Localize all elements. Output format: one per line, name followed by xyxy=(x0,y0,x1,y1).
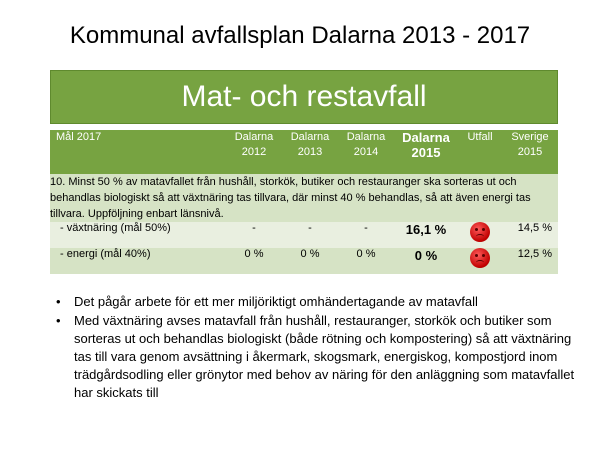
cell-2014: 0 % xyxy=(338,248,394,274)
table-row: - energi (mål 40%) 0 % 0 % 0 % 0 % 12,5 … xyxy=(50,248,558,274)
cell-2012: 0 % xyxy=(226,248,282,274)
cell-2015: 16,1 % xyxy=(394,222,458,248)
cell-2013: 0 % xyxy=(282,248,338,274)
row-label: - växtnäring (mål 50%) xyxy=(50,222,226,248)
slide-title: Kommunal avfallsplan Dalarna 2013 - 2017 xyxy=(69,22,531,49)
header-goal: Mål 2017 xyxy=(50,130,226,174)
list-item: Det pågår arbete för ett mer miljöriktig… xyxy=(56,293,586,311)
table-header-row: Mål 2017 Dalarna 2012 Dalarna 2013 Dalarna… xyxy=(50,130,558,174)
cell-sverige: 14,5 % xyxy=(502,222,558,248)
cell-2012: - xyxy=(226,222,282,248)
notes-list: Det pågår arbete för ett mer miljöriktig… xyxy=(50,293,586,403)
header-dalarna-2014: Dalarna 2014 xyxy=(338,130,394,174)
sad-face-icon xyxy=(470,222,490,242)
header-dalarna-2013: Dalarna 2013 xyxy=(282,130,338,174)
goal-description: 10. Minst 50 % av matavfallet från hushå… xyxy=(50,174,558,222)
cell-2014: - xyxy=(338,222,394,248)
row-label: - energi (mål 40%) xyxy=(50,248,226,274)
results-table: Mål 2017 Dalarna 2012 Dalarna 2013 Dalarna… xyxy=(50,130,558,274)
table-row: - växtnäring (mål 50%) - - - 16,1 % 14,5… xyxy=(50,222,558,248)
header-dalarna-2015: Dalarna 2015 xyxy=(394,130,458,174)
header-dalarna-2012: Dalarna 2012 xyxy=(226,130,282,174)
section-banner: Mat- och restavfall xyxy=(50,70,558,124)
sad-face-icon xyxy=(470,248,490,268)
cell-2013: - xyxy=(282,222,338,248)
header-sverige-2015: Sverige 2015 xyxy=(502,130,558,174)
cell-sverige: 12,5 % xyxy=(502,248,558,274)
cell-outcome xyxy=(458,222,502,248)
cell-outcome xyxy=(458,248,502,274)
goal-description-row: 10. Minst 50 % av matavfallet från hushå… xyxy=(50,174,558,222)
cell-2015: 0 % xyxy=(394,248,458,274)
header-outcome: Utfall xyxy=(458,130,502,174)
list-item: Med växtnäring avses matavfall från hush… xyxy=(56,312,586,402)
